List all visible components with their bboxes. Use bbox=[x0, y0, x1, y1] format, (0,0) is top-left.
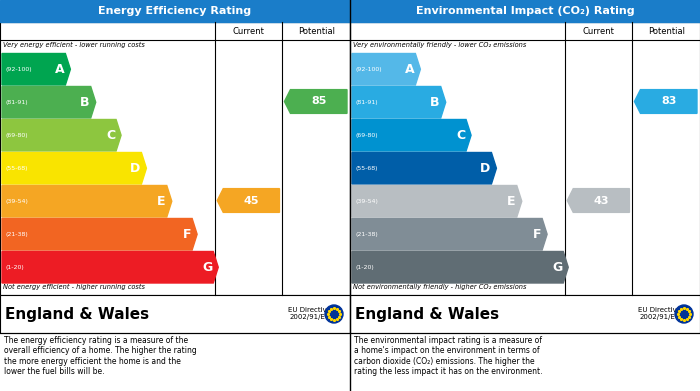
Polygon shape bbox=[567, 188, 629, 212]
Text: F: F bbox=[533, 228, 541, 241]
Text: 45: 45 bbox=[244, 196, 259, 206]
Bar bbox=[350, 295, 700, 333]
Text: (21-38): (21-38) bbox=[355, 232, 378, 237]
Text: (1-20): (1-20) bbox=[355, 265, 374, 270]
Polygon shape bbox=[2, 185, 172, 217]
Text: (55-68): (55-68) bbox=[5, 166, 27, 171]
Polygon shape bbox=[352, 120, 471, 151]
Text: A: A bbox=[55, 63, 64, 76]
Polygon shape bbox=[217, 188, 279, 212]
Text: Very energy efficient - lower running costs: Very energy efficient - lower running co… bbox=[3, 42, 145, 48]
Polygon shape bbox=[284, 90, 347, 113]
Text: The energy efficiency rating is a measure of the
overall efficiency of a home. T: The energy efficiency rating is a measur… bbox=[4, 336, 197, 376]
Text: D: D bbox=[130, 162, 141, 175]
Text: 85: 85 bbox=[311, 97, 326, 106]
Circle shape bbox=[325, 305, 343, 323]
Polygon shape bbox=[2, 251, 218, 283]
Text: England & Wales: England & Wales bbox=[5, 307, 149, 321]
Text: (21-38): (21-38) bbox=[5, 232, 28, 237]
Text: Environmental Impact (CO₂) Rating: Environmental Impact (CO₂) Rating bbox=[416, 6, 634, 16]
Text: (39-54): (39-54) bbox=[5, 199, 28, 204]
Text: A: A bbox=[405, 63, 414, 76]
Polygon shape bbox=[352, 219, 547, 250]
Text: Energy Efficiency Rating: Energy Efficiency Rating bbox=[99, 6, 251, 16]
Text: (81-91): (81-91) bbox=[355, 100, 377, 105]
Polygon shape bbox=[634, 90, 697, 113]
Polygon shape bbox=[352, 54, 421, 85]
Polygon shape bbox=[352, 251, 568, 283]
Polygon shape bbox=[2, 120, 121, 151]
Bar bbox=[0, 295, 350, 333]
Text: Potential: Potential bbox=[298, 27, 335, 36]
Bar bbox=[350, 0, 700, 22]
Circle shape bbox=[675, 305, 693, 323]
Text: B: B bbox=[80, 96, 90, 109]
Text: The environmental impact rating is a measure of
a home's impact on the environme: The environmental impact rating is a mea… bbox=[354, 336, 542, 376]
Text: Not energy efficient - higher running costs: Not energy efficient - higher running co… bbox=[3, 284, 145, 290]
Bar bbox=[0, 22, 350, 295]
Text: Current: Current bbox=[583, 27, 615, 36]
Text: (92-100): (92-100) bbox=[355, 67, 382, 72]
Text: (1-20): (1-20) bbox=[5, 265, 24, 270]
Text: (92-100): (92-100) bbox=[5, 67, 32, 72]
Text: C: C bbox=[106, 129, 115, 142]
Text: Very environmentally friendly - lower CO₂ emissions: Very environmentally friendly - lower CO… bbox=[353, 42, 526, 48]
Text: G: G bbox=[202, 261, 212, 274]
Text: (69-80): (69-80) bbox=[5, 133, 27, 138]
Polygon shape bbox=[2, 54, 71, 85]
Polygon shape bbox=[2, 86, 96, 118]
Text: 43: 43 bbox=[594, 196, 609, 206]
Bar bbox=[350, 22, 700, 295]
Text: England & Wales: England & Wales bbox=[355, 307, 499, 321]
Polygon shape bbox=[352, 185, 522, 217]
Polygon shape bbox=[352, 152, 496, 184]
Text: EU Directive
2002/91/EC: EU Directive 2002/91/EC bbox=[638, 307, 682, 321]
Text: (81-91): (81-91) bbox=[5, 100, 27, 105]
Text: Not environmentally friendly - higher CO₂ emissions: Not environmentally friendly - higher CO… bbox=[353, 284, 526, 290]
Text: (69-80): (69-80) bbox=[355, 133, 377, 138]
Text: D: D bbox=[480, 162, 491, 175]
Polygon shape bbox=[2, 219, 197, 250]
Polygon shape bbox=[352, 86, 446, 118]
Text: C: C bbox=[456, 129, 465, 142]
Text: E: E bbox=[158, 195, 166, 208]
Text: B: B bbox=[430, 96, 440, 109]
Text: Current: Current bbox=[233, 27, 265, 36]
Text: (55-68): (55-68) bbox=[355, 166, 377, 171]
Text: 83: 83 bbox=[661, 97, 676, 106]
Polygon shape bbox=[2, 152, 146, 184]
Text: G: G bbox=[552, 261, 562, 274]
Text: (39-54): (39-54) bbox=[355, 199, 378, 204]
Text: EU Directive
2002/91/EC: EU Directive 2002/91/EC bbox=[288, 307, 332, 321]
Text: Potential: Potential bbox=[648, 27, 685, 36]
Text: E: E bbox=[508, 195, 516, 208]
Text: F: F bbox=[183, 228, 191, 241]
Bar bbox=[0, 0, 350, 22]
